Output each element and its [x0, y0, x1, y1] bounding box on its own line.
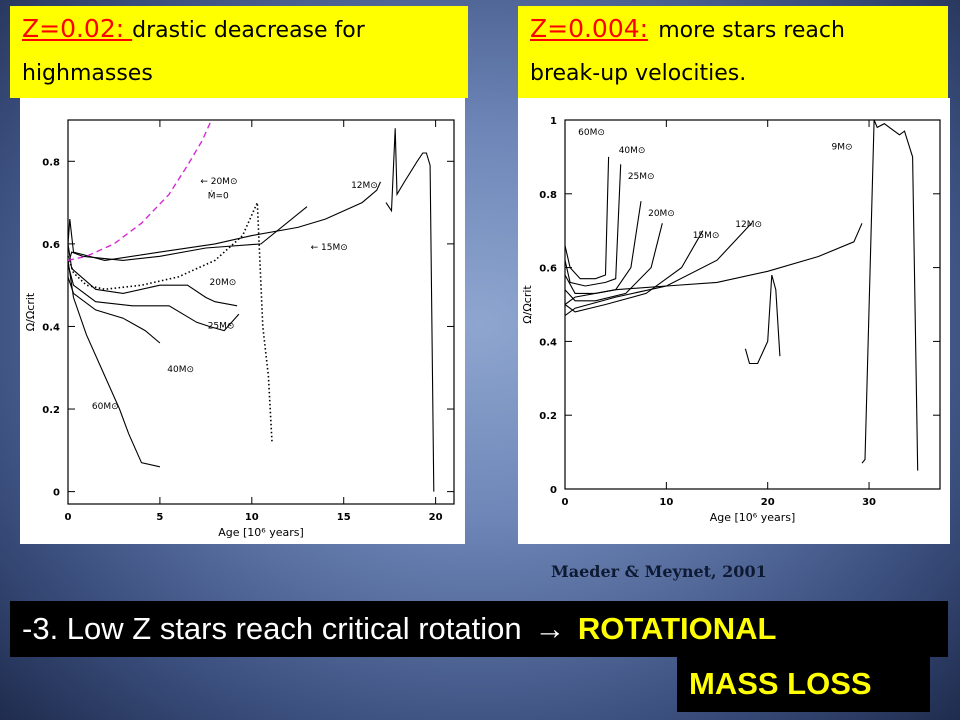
plot-frame — [564, 119, 941, 490]
conclusion-banner: -3. Low Z stars reach critical rotation … — [10, 601, 948, 657]
right-chart: 0 10 20 30 0 0.2 0.4 0.6 0.8 1 Age [10⁶ years] Ω/Ωc… — [521, 116, 941, 524]
series-line — [67, 243, 238, 307]
series-line — [564, 230, 704, 313]
y-tick-label: 0.4 — [539, 337, 557, 348]
y-tick-label: 0.6 — [539, 264, 557, 275]
series-line — [744, 274, 781, 365]
y-axis-label: Ω/Ωcrit — [521, 285, 534, 324]
series-line — [67, 260, 161, 468]
right-z-label: Z=0.004: — [530, 14, 649, 43]
curve-label: 12M⊙ — [735, 220, 762, 230]
mass-loss-box: MASS LOSS — [677, 657, 930, 712]
series-line — [564, 223, 863, 305]
x-tick-label: 10 — [245, 512, 259, 523]
series-line — [67, 206, 308, 265]
y-tick-label: 0 — [53, 488, 60, 499]
x-axis-label: Age [10⁶ years] — [218, 526, 304, 539]
right-arrow-icon: → — [534, 611, 566, 646]
y-tick-label: 0.6 — [42, 240, 60, 251]
curve-label: 60M⊙ — [92, 402, 119, 412]
series-line — [67, 181, 382, 261]
y-tick-label: 0.8 — [42, 157, 60, 168]
series-line — [861, 119, 919, 471]
y-tick-label: 0.2 — [42, 405, 60, 416]
y-axis-label: Ω/Ωcrit — [24, 292, 37, 331]
banner-text: -3. Low Z stars reach critical rotation — [22, 611, 522, 646]
curve-label: 25M⊙ — [208, 322, 235, 332]
curve-label: 9M⊙ — [832, 143, 853, 153]
curve-label: 20M⊙ — [648, 209, 675, 219]
left-header-box: Z=0.02: drastic deacrease for highmasses — [10, 6, 468, 98]
citation: Maeder & Meynet, 2001 — [551, 562, 767, 581]
x-tick-label: 20 — [429, 512, 443, 523]
left-plot-panel: 0 5 10 15 20 0 0.2 0.4 0.6 0.8 Age [10⁶ years] Ω/Ωc… — [20, 98, 465, 544]
y-tick-label: 1 — [550, 116, 557, 127]
series-line — [385, 128, 435, 492]
x-tick-label: 15 — [337, 512, 351, 523]
right-desc-line2: break-up velocities. — [530, 61, 747, 86]
x-tick-label: 30 — [862, 497, 876, 508]
x-tick-label: 5 — [156, 512, 163, 523]
curve-label: ← 15M⊙ — [311, 243, 348, 253]
x-tick-label: 10 — [659, 497, 673, 508]
right-header-box: Z=0.004: more stars reach break-up veloc… — [518, 6, 948, 98]
x-axis-label: Age [10⁶ years] — [710, 511, 796, 524]
curve-label: 40M⊙ — [619, 146, 646, 156]
x-tick-label: 0 — [65, 512, 72, 523]
right-desc-line1: more stars reach — [658, 18, 845, 43]
series-line — [67, 276, 161, 344]
x-tick-label: 20 — [761, 497, 775, 508]
y-tick-label: 0 — [550, 485, 557, 496]
right-plot-panel: 0 10 20 30 0 0.2 0.4 0.6 0.8 1 Age [10⁶ years] Ω/Ωc… — [518, 98, 950, 544]
series-line — [564, 201, 642, 294]
curve-label: Ṁ=0 — [208, 190, 229, 201]
series-line — [67, 119, 213, 262]
curve-label: 12M⊙ — [351, 181, 378, 191]
series-line — [564, 222, 752, 317]
y-tick-label: 0.2 — [539, 411, 557, 422]
curve-label: 40M⊙ — [167, 365, 194, 375]
series-line — [67, 202, 273, 443]
left-desc-line2: highmasses — [22, 61, 153, 86]
series-line — [564, 223, 663, 302]
left-z-label: Z=0.02: — [22, 14, 133, 43]
x-tick-label: 0 — [562, 497, 569, 508]
y-tick-label: 0.4 — [42, 322, 60, 333]
series-line — [564, 164, 622, 287]
series-line — [564, 156, 610, 280]
banner-highlight: ROTATIONAL — [577, 611, 777, 646]
curve-label: ← 20M⊙ — [200, 177, 237, 187]
left-chart: 0 5 10 15 20 0 0.2 0.4 0.6 0.8 Age [10⁶ years] Ω/Ωc… — [24, 119, 455, 539]
series-line — [67, 264, 240, 332]
curve-label: 20M⊙ — [210, 278, 237, 288]
left-desc-line1: drastic deacrease for — [132, 18, 365, 43]
curve-label: 15M⊙ — [693, 231, 720, 241]
curve-label: 60M⊙ — [578, 128, 605, 138]
y-tick-label: 0.8 — [539, 190, 557, 201]
curve-label: 25M⊙ — [628, 172, 655, 182]
mass-loss-label: MASS LOSS — [689, 666, 872, 701]
plot-frame — [67, 119, 455, 505]
